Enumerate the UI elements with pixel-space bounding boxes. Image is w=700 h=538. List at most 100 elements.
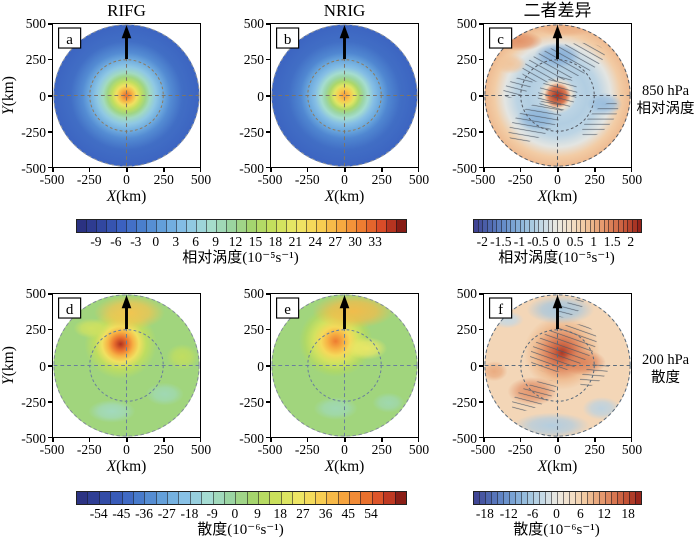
axis-tick xyxy=(381,438,383,442)
axis-tick xyxy=(48,23,52,25)
colorbar-cell xyxy=(551,492,557,504)
colorbar-tick-label: 0 xyxy=(553,506,560,521)
colorbar-tick-label: -18 xyxy=(180,506,199,521)
x-tick-label: 0 xyxy=(554,442,561,457)
colorbar-cell xyxy=(383,492,395,504)
axis-tick xyxy=(48,328,52,331)
colorbar-cell xyxy=(608,220,614,232)
colorbar-cell xyxy=(510,220,516,232)
x-axis-var: X xyxy=(324,458,335,475)
y-tick-label: 500 xyxy=(456,286,477,301)
panel-d-plot: d xyxy=(53,294,200,437)
x-tick-label: 250 xyxy=(153,172,174,187)
colorbar-cell xyxy=(212,492,224,504)
row1-side-label-line1: 850 hPa xyxy=(641,83,690,99)
colorbar-cell xyxy=(575,492,581,504)
colorbar-cell xyxy=(337,492,349,504)
x-axis-unit: (km) xyxy=(547,188,578,205)
y-axis-label: Y(km) xyxy=(0,293,17,438)
colorbar-tick-label: -2 xyxy=(476,234,488,249)
data-region xyxy=(271,24,418,167)
colorbar-cell xyxy=(622,220,628,232)
field-blob xyxy=(536,24,596,37)
colorbar-cell xyxy=(280,492,293,504)
x-tick-label: 0 xyxy=(554,172,561,187)
colorbar-tick-label: -3 xyxy=(130,234,142,249)
hatch-region xyxy=(511,379,557,412)
axis-tick xyxy=(48,166,52,168)
colorbar-tick-label: 21 xyxy=(288,234,303,249)
y-tick-label: -500 xyxy=(239,161,264,176)
panel-title-c: 二者差异 xyxy=(523,1,592,20)
colorbar-cell xyxy=(360,492,372,504)
axis-tick xyxy=(479,436,483,438)
colorbar-cell xyxy=(106,220,116,232)
axis-tick xyxy=(52,168,54,172)
y-tick-label: -500 xyxy=(452,161,477,176)
colorbar-cell xyxy=(386,220,396,232)
colorbar-tick-label: -12 xyxy=(499,506,518,521)
axis-tick xyxy=(266,436,270,438)
row2-side-label: 200 hPa 散度 xyxy=(631,351,700,387)
x-tick-label: -250 xyxy=(507,172,533,187)
colorbar-cell xyxy=(617,220,623,232)
colorbar-cell xyxy=(563,492,569,504)
colorbar-cell xyxy=(336,220,346,232)
y-axis-unit: (km) xyxy=(0,345,17,376)
x-tick-label: -500 xyxy=(470,172,496,187)
x-axis-var: X xyxy=(106,458,117,475)
colorbar-cell xyxy=(176,220,186,232)
x-tick-label: 250 xyxy=(153,442,174,457)
colorbar-title: 相对涡度(10⁻⁵s⁻¹) xyxy=(182,250,299,266)
colorbar-cell xyxy=(144,492,156,504)
colorbar-cell xyxy=(515,492,521,504)
colorbar-cell xyxy=(121,492,133,504)
y-tick-label: -500 xyxy=(452,431,477,446)
colorbar-cell xyxy=(269,492,281,504)
y-axis-label: Y(km) xyxy=(0,23,17,168)
y-tick-label: 500 xyxy=(243,286,264,301)
x-tick-label: 250 xyxy=(584,172,605,187)
field-base xyxy=(271,24,418,167)
axis-tick xyxy=(381,168,383,172)
axis-tick xyxy=(266,401,270,403)
data-region xyxy=(53,24,200,167)
y-tick-label: -250 xyxy=(239,394,264,410)
x-tick-label: -500 xyxy=(257,172,283,187)
x-tick-label: -500 xyxy=(39,172,65,187)
axis-tick xyxy=(306,438,309,442)
x-axis-var: X xyxy=(324,188,335,205)
x-tick-label: 0 xyxy=(123,442,130,457)
colorbar-cell xyxy=(497,492,503,504)
colorbar-cell xyxy=(529,220,534,232)
y-tick-label: -250 xyxy=(239,124,264,140)
colorbar-title: 散度(10⁻⁶s⁻¹) xyxy=(197,522,284,538)
colorbar-cell xyxy=(286,220,296,232)
axis-tick xyxy=(48,365,52,367)
colorbar-cell xyxy=(346,220,356,232)
y-tick-label: 250 xyxy=(243,52,264,68)
colorbar-cell xyxy=(136,220,146,232)
colorbar-cell xyxy=(189,492,202,504)
colorbar-cell xyxy=(491,492,497,504)
panel-f-plot: f xyxy=(484,294,631,437)
colorbar-cell xyxy=(256,220,266,232)
colorbar-cell xyxy=(201,492,213,504)
field-blob xyxy=(145,382,184,406)
y-tick-label: 0 xyxy=(257,88,264,104)
y-tick-label: -250 xyxy=(21,394,46,410)
colorbar-cell xyxy=(585,220,590,232)
colorbar-tick-label: -0.5 xyxy=(527,234,549,249)
colorbar-tick-label: 0 xyxy=(152,234,160,249)
y-axis-var: Y xyxy=(0,375,17,385)
axis-tick xyxy=(630,168,632,172)
row2-side-label-line2: 散度 xyxy=(651,370,680,386)
axis-tick xyxy=(163,168,165,172)
colorbar-cell xyxy=(155,492,167,504)
colorbar-cell xyxy=(533,220,539,232)
colorbar-tick-label: 9 xyxy=(212,234,219,249)
colorbar-cell xyxy=(303,492,315,504)
colorbar-cell xyxy=(593,492,599,504)
colorbar-cell xyxy=(216,220,226,232)
colorbar-cell xyxy=(98,492,111,504)
